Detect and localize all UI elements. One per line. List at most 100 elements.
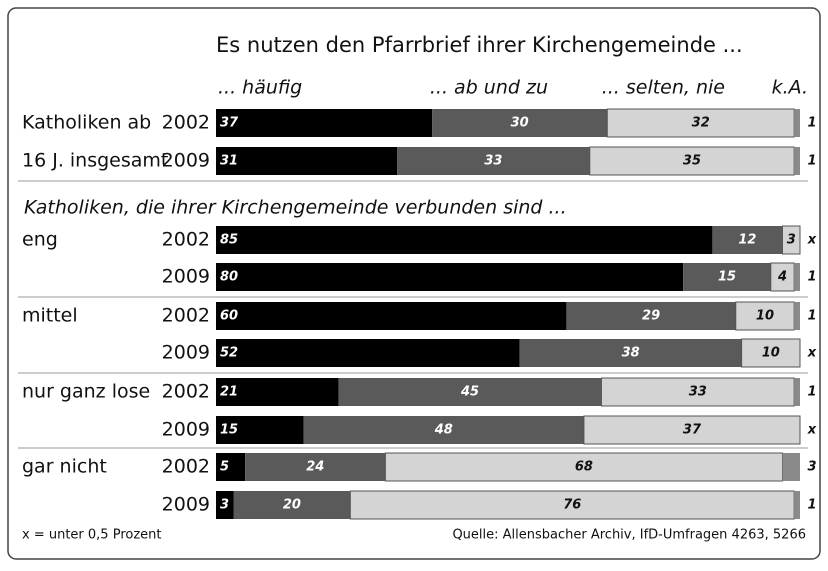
data-label: 1 <box>807 498 816 513</box>
row-label: 16 J. insgesamt <box>22 150 168 172</box>
data-label: 1 <box>807 309 816 324</box>
bar-segment <box>397 147 590 175</box>
data-label: 3 <box>807 460 816 475</box>
data-label: 37 <box>683 423 702 438</box>
chart-title: Es nutzen den Pfarrbrief ihrer Kirchenge… <box>216 33 743 57</box>
data-label: 45 <box>460 385 479 400</box>
bar-segment <box>712 226 783 254</box>
bar-segment <box>606 108 795 138</box>
bar-segment <box>794 491 800 519</box>
bar-segment <box>338 378 602 406</box>
data-label: 52 <box>220 346 238 361</box>
bar-segment <box>216 416 304 444</box>
year-label: 2009 <box>162 150 210 172</box>
data-label: 80 <box>220 270 238 285</box>
bar-segment <box>735 301 795 331</box>
data-label: 3 <box>787 233 796 248</box>
legend-label: ... häufig <box>218 77 302 99</box>
data-label: 33 <box>484 154 502 169</box>
bar-segment <box>216 491 234 519</box>
data-label: 37 <box>220 116 239 131</box>
data-label: 32 <box>692 116 710 131</box>
bar-segment <box>519 339 742 367</box>
bar-segment <box>794 378 800 406</box>
legend-label: ... selten, nie <box>602 77 725 99</box>
bar-segment <box>794 263 800 291</box>
bar-segment <box>432 109 608 137</box>
data-label: 1 <box>807 385 816 400</box>
data-label: 31 <box>220 154 238 169</box>
year-label: 2002 <box>162 305 210 327</box>
data-label: 60 <box>220 309 238 324</box>
data-label: 1 <box>807 270 816 285</box>
data-label: 10 <box>762 346 780 361</box>
bar-segment <box>741 338 801 368</box>
year-label: 2009 <box>162 419 210 441</box>
bar-segment <box>794 109 800 137</box>
legend-label: k.A. <box>772 77 808 99</box>
data-label: 15 <box>718 270 736 285</box>
year-label: 2002 <box>162 229 210 251</box>
legend-label: ... ab und zu <box>430 77 548 99</box>
data-label: 76 <box>563 498 581 513</box>
bar-segment <box>683 263 771 291</box>
row-label: gar nicht <box>22 456 107 478</box>
frame <box>7 7 821 560</box>
data-label: 1 <box>807 116 816 131</box>
data-label: 15 <box>220 423 238 438</box>
bar-segment <box>216 378 339 406</box>
row-label: Katholiken ab <box>22 112 151 134</box>
bar-segment <box>794 302 800 330</box>
data-label: 29 <box>642 309 660 324</box>
year-label: 2009 <box>162 494 210 516</box>
year-label: 2002 <box>162 456 210 478</box>
row-label: mittel <box>22 305 78 327</box>
bar-segment <box>589 146 795 176</box>
data-label: 38 <box>622 346 640 361</box>
bar-segment <box>245 453 386 481</box>
data-label: x <box>807 346 817 361</box>
data-label: 33 <box>689 385 707 400</box>
bar-segment <box>216 263 684 291</box>
year-label: 2009 <box>162 266 210 288</box>
row-label: eng <box>22 229 58 251</box>
bar-segment <box>233 491 351 519</box>
data-label: 21 <box>220 385 238 400</box>
bar-segment <box>794 147 800 175</box>
bar-segment <box>566 302 736 330</box>
row-label: nur ganz lose <box>22 381 150 403</box>
data-label: 30 <box>511 116 529 131</box>
data-label: 85 <box>220 233 238 248</box>
data-label: 10 <box>756 309 774 324</box>
bar-segment <box>216 147 398 175</box>
data-label: 1 <box>807 154 816 169</box>
data-label: x <box>807 423 817 438</box>
bar-segment <box>216 226 713 254</box>
note: x = unter 0,5 Prozent <box>22 528 162 543</box>
source: Quelle: Allensbacher Archiv, IfD-Umfrage… <box>452 528 806 543</box>
bar-segment <box>349 490 795 520</box>
year-label: 2002 <box>162 112 210 134</box>
bar-segment <box>303 416 584 444</box>
data-label: 35 <box>683 154 701 169</box>
data-label: 20 <box>283 498 301 513</box>
data-label: x <box>807 233 817 248</box>
bar-segment <box>216 453 246 481</box>
bar-segment <box>781 225 801 255</box>
bar-segment <box>216 302 567 330</box>
bar-segment <box>216 339 520 367</box>
data-label: 3 <box>220 498 229 513</box>
bar-segment <box>782 453 800 481</box>
data-label: 68 <box>575 460 593 475</box>
data-label: 5 <box>220 460 229 475</box>
data-label: 48 <box>434 423 453 438</box>
data-label: 24 <box>306 460 324 475</box>
bar-segment <box>216 109 433 137</box>
data-label: 12 <box>738 233 756 248</box>
data-label: 4 <box>777 270 787 285</box>
year-label: 2009 <box>162 342 210 364</box>
year-label: 2002 <box>162 381 210 403</box>
bar-segment <box>583 415 801 445</box>
group-heading: Katholiken, die ihrer Kirchengemeinde ve… <box>24 197 567 219</box>
